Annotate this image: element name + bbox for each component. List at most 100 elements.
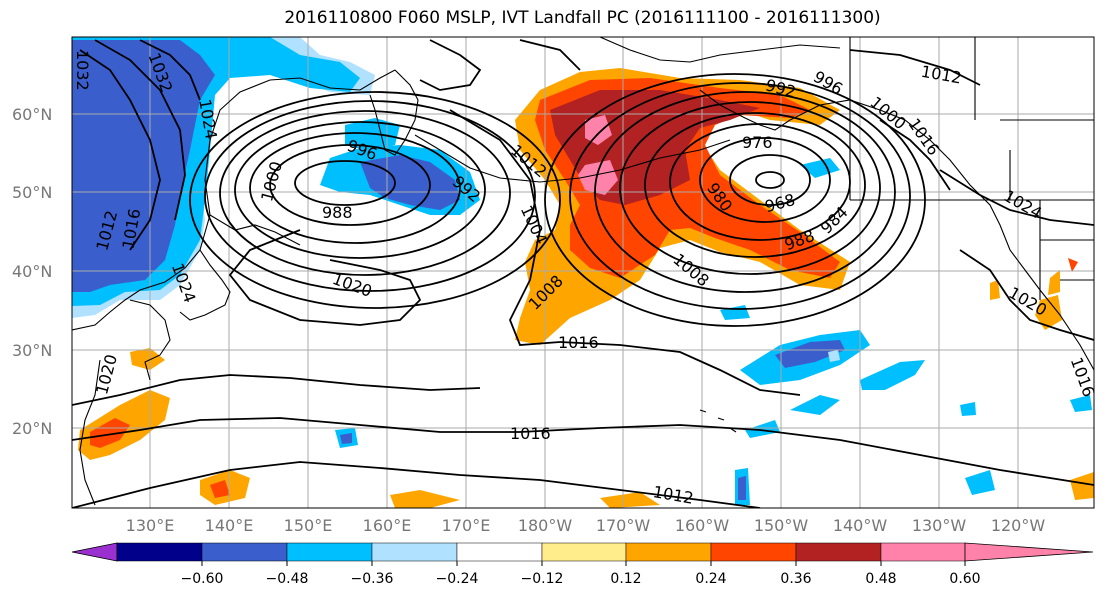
contour-west-low-988 — [269, 144, 431, 226]
contour-label: 968 — [763, 190, 797, 216]
ivt-blue-south-blobs — [335, 395, 1092, 505]
colorbar-tick-label: 0.24 — [695, 571, 726, 587]
colorbar-tick-marks — [201, 561, 966, 566]
north-america-borders — [849, 37, 1094, 300]
colorbar-segment — [456, 542, 543, 562]
lon-label: 140°E — [205, 516, 254, 535]
colorbar-extend-low — [71, 542, 118, 562]
lon-label: 120°W — [991, 516, 1046, 535]
contour-label: 1020 — [1005, 283, 1050, 320]
colorbar-segment — [201, 542, 288, 562]
colorbar-tick-label: 0.36 — [780, 571, 811, 587]
contour-west-low-992 — [249, 132, 461, 244]
ivt-royalblue-nw-region — [72, 40, 215, 292]
contour-1020-west — [228, 229, 422, 326]
colorbar-segment — [880, 542, 966, 562]
contour-west-low-1000 — [219, 110, 511, 276]
lat-label: 60°N — [12, 105, 52, 124]
lon-label: 150°E — [284, 516, 333, 535]
ivt-lightblue-east-pacific — [828, 350, 840, 362]
lat-label: 20°N — [12, 419, 52, 438]
contour-west-low-996 — [234, 121, 486, 259]
contour-label: 1008 — [669, 250, 712, 291]
contour-label: 1032 — [73, 50, 92, 91]
contour-east-low-988 — [619, 101, 881, 275]
ivt-pink-region — [578, 115, 618, 195]
contour-label: 1020 — [330, 269, 375, 301]
contour-northwest — [79, 39, 201, 251]
map-title: 2016110800 F060 MSLP, IVT Landfall PC (2… — [284, 8, 881, 28]
contour-1020-south — [72, 374, 481, 406]
map-plot-area: 1032 1032 1024 1012 1016 1024 1020 1000 … — [72, 37, 1094, 508]
contour-east-low-996 — [569, 82, 911, 310]
contour-east-low-984 — [644, 112, 866, 258]
colorbar-tick-label: −0.12 — [521, 571, 564, 587]
contour-north — [419, 39, 981, 191]
contour-east-low-968 — [755, 171, 785, 189]
colorbar-tick-label: 0.12 — [610, 571, 641, 587]
latitude-labels: 60°N 50°N 40°N 30°N 20°N — [12, 105, 52, 438]
colorbar-segment — [116, 542, 203, 562]
ivt-positive-shading — [78, 68, 1094, 508]
colorbar-tick-label: −0.60 — [181, 571, 224, 587]
lon-label: 160°E — [363, 516, 412, 535]
contour-east-low-972 — [729, 154, 811, 206]
contour-west-low-1004 — [204, 100, 536, 292]
contour-label: 1020 — [92, 352, 121, 396]
contour-label: 1000 — [257, 159, 286, 203]
lat-label: 50°N — [12, 183, 52, 202]
ivt-orange-south-blobs — [130, 270, 1094, 508]
colorbar-ticks — [201, 561, 966, 566]
contour-1020-east — [959, 249, 1094, 341]
contour-label: 1012 — [920, 62, 963, 88]
colorbar-segment — [541, 542, 627, 562]
ivt-royalblue-east-pacific — [775, 340, 845, 368]
mslp-contours — [72, 39, 1094, 508]
lon-label: 160°W — [675, 516, 730, 535]
contour-1012-mid — [449, 109, 561, 346]
contour-east-low-1000 — [544, 73, 926, 327]
colorbar-tick-label: 0.60 — [949, 571, 980, 587]
kamchatka-coastline — [369, 69, 419, 156]
contour-label: 984 — [817, 203, 852, 238]
longitude-labels: 130°E 140°E 150°E 160°E 170°E 180°W 170°… — [126, 516, 1046, 535]
contour-label: 988 — [322, 203, 353, 222]
contour-east-low-976 — [699, 137, 831, 223]
ivt-orangered-sw-region — [90, 418, 130, 448]
colorbar-segment — [371, 542, 458, 562]
colorbar-segment — [625, 542, 712, 562]
colorbar-tick-label: −0.36 — [351, 571, 394, 587]
contour-1016-south — [72, 417, 1094, 486]
map-frame — [71, 36, 1095, 509]
colorbar-segment — [795, 542, 882, 562]
ivt-orangered-south-blobs — [210, 258, 1078, 498]
alaska-coastline — [599, 37, 1094, 371]
colorbar-tick-label: 0.48 — [865, 571, 896, 587]
colorbar-extend-high — [964, 542, 1094, 562]
lon-label: 130°W — [912, 516, 967, 535]
colorbar-segment — [710, 542, 797, 562]
contour-west-low-1008 — [189, 91, 561, 309]
contour-west-low-inner — [294, 160, 396, 206]
contour-label: 1016 — [510, 424, 551, 443]
lon-label: 180°W — [518, 516, 573, 535]
colorbar: −0.60 −0.48 −0.36 −0.24 −0.12 0.12 0.24 … — [71, 542, 1094, 587]
japan-coastline — [179, 249, 231, 321]
contour-1012-south — [72, 461, 761, 508]
lon-label: 170°W — [596, 516, 651, 535]
lon-label: 130°E — [126, 516, 175, 535]
contour-east-low-992 — [594, 91, 896, 293]
asia-coastline — [72, 69, 396, 506]
contour-east-low-980 — [669, 123, 851, 241]
contour-label: 976 — [742, 133, 773, 152]
colorbar-tick-label: −0.24 — [436, 571, 479, 587]
lon-label: 140°W — [833, 516, 888, 535]
colorbar-tick-label: −0.48 — [266, 571, 309, 587]
lat-label: 30°N — [12, 341, 52, 360]
lat-label: 40°N — [12, 262, 52, 281]
colorbar-segment — [286, 542, 373, 562]
ivt-deepskyblue-east-pacific — [720, 158, 925, 438]
lon-label: 170°E — [442, 516, 491, 535]
contour-1016-mid — [559, 341, 801, 396]
